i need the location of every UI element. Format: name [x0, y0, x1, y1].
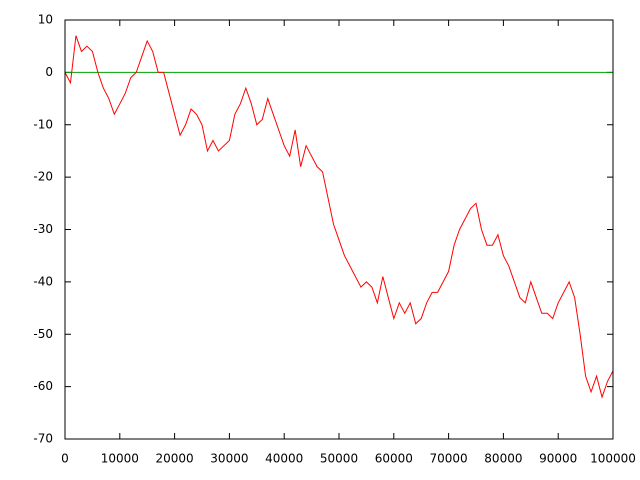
y-tick-label: -50: [33, 327, 53, 341]
y-tick-label: -10: [33, 117, 53, 131]
x-tick-label: 100000: [590, 452, 636, 466]
x-tick-label: 80000: [484, 452, 522, 466]
data-line: [64, 35, 614, 399]
y-tick-label: -60: [33, 379, 53, 393]
x-tick-label: 10000: [101, 452, 139, 466]
y-tick-label: 0: [45, 65, 53, 79]
x-tick-label: 0: [61, 452, 69, 466]
y-tick-label: -40: [33, 274, 53, 288]
y-tick-label: -20: [33, 170, 53, 184]
y-tick-label: -30: [33, 222, 53, 236]
y-tick-label: -70: [33, 432, 53, 446]
x-tick-label: 20000: [156, 452, 194, 466]
x-tick-label: 70000: [430, 452, 468, 466]
x-tick-label: 60000: [375, 452, 413, 466]
x-tick-label: 30000: [210, 452, 248, 466]
x-tick-label: 90000: [539, 452, 577, 466]
plot-border: [64, 19, 614, 440]
x-tick-label: 40000: [265, 452, 303, 466]
y-tick-label: 10: [38, 13, 53, 27]
x-tick-label: 50000: [320, 452, 358, 466]
